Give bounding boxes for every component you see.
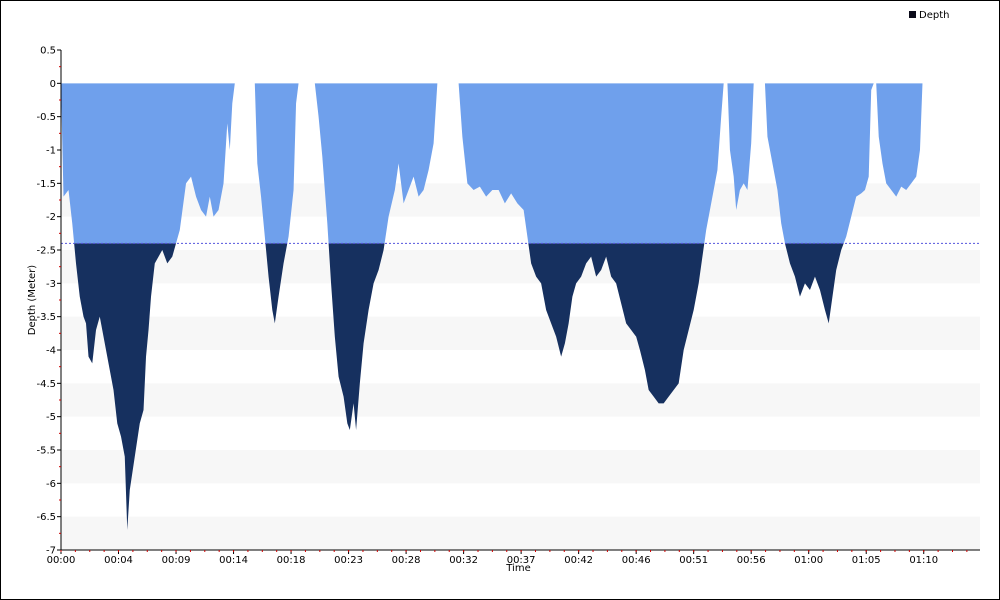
x-axis-title: Time (505, 563, 530, 574)
x-tick-label: 01:05 (852, 555, 881, 566)
y-tick-label: -7 (46, 546, 56, 557)
y-tick-label: -3.5 (36, 312, 56, 323)
y-tick-label: -4.5 (36, 379, 56, 390)
grid-band (61, 250, 980, 284)
y-tick-label: -6 (46, 479, 56, 490)
x-tick-label: 00:51 (679, 555, 708, 566)
y-tick-label: -3 (46, 279, 56, 290)
x-tick-label: 00:00 (47, 555, 76, 566)
depth-area-deep (74, 243, 844, 530)
x-tick-label: 00:04 (104, 555, 133, 566)
legend-label-depth: Depth (919, 10, 949, 21)
legend-swatch-depth (909, 11, 916, 18)
y-tick-label: -5.5 (36, 446, 56, 457)
y-tick-label: -4 (46, 346, 56, 357)
grid-band (61, 316, 980, 350)
y-axis-title: Depth (Meter) (27, 265, 38, 336)
y-tick-label: -5 (46, 412, 56, 423)
x-tick-label: 01:00 (794, 555, 823, 566)
y-tick-label: -2 (46, 212, 56, 223)
grid-band (61, 383, 980, 417)
y-tick-label: -6.5 (36, 512, 56, 523)
legend: Depth (909, 10, 949, 21)
x-tick-label: 01:10 (909, 555, 938, 566)
x-tick-label: 00:23 (334, 555, 363, 566)
x-tick-label: 00:42 (564, 555, 593, 566)
grid-band (61, 516, 980, 550)
y-tick-label: -1.5 (36, 179, 56, 190)
x-tick-label: 00:37 (507, 555, 536, 566)
x-tick-label: 00:09 (162, 555, 191, 566)
x-tick-label: 00:56 (737, 555, 766, 566)
x-tick-label: 00:32 (449, 555, 478, 566)
x-tick-label: 00:14 (219, 555, 248, 566)
x-tick-label: 00:46 (622, 555, 651, 566)
grid-band (61, 450, 980, 484)
depth-area-shallow (61, 83, 923, 244)
tick-marks: 0.5 0 -0.5 -1 -1.5 -2 -2.5 -3 -3.5 -4 -4.5 -5 -5.5 -6… (36, 46, 968, 566)
y-tick-label: -1 (46, 146, 56, 157)
y-tick-label: -0.5 (36, 112, 56, 123)
x-tick-label: 00:18 (277, 555, 306, 566)
y-tick-label: 0.5 (40, 46, 56, 57)
y-tick-label: 0 (50, 79, 56, 90)
x-tick-label: 00:28 (392, 555, 421, 566)
y-tick-label: -2.5 (36, 246, 56, 257)
